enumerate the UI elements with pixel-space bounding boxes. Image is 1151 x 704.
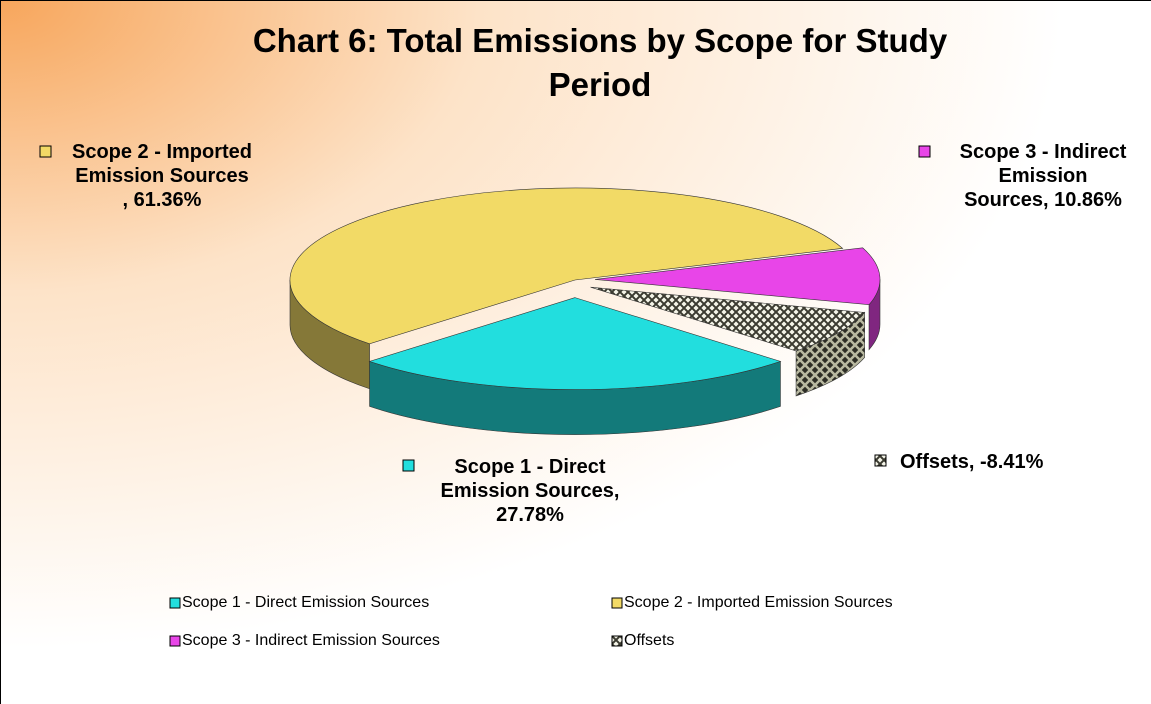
data-label-marker (874, 454, 887, 467)
slice (368, 297, 782, 390)
data-label-marker (918, 145, 931, 158)
data-label: Offsets, -8.41% (900, 451, 1044, 473)
legend-marker (169, 597, 181, 609)
slice (594, 247, 881, 306)
data-label: Scope 2 - Imported Emission Sources , 61… (71, 141, 253, 211)
legend-label: Offsets (624, 632, 674, 649)
legend-label: Scope 3 - Indirect Emission Sources (182, 632, 440, 649)
legend-label: Scope 1 - Direct Emission Sources (182, 594, 429, 611)
slice (289, 187, 844, 345)
legend-marker (611, 635, 623, 647)
slice (590, 286, 866, 352)
data-label: Scope 3 - Indirect Emission Sources, 10.… (959, 141, 1127, 211)
data-label-marker (402, 459, 415, 472)
legend-label: Scope 2 - Imported Emission Sources (624, 594, 893, 611)
data-label-marker (39, 145, 52, 158)
chart-title: Chart 6: Total Emissions by Scope for St… (253, 22, 948, 103)
legend-marker (611, 597, 623, 609)
legend-marker (169, 635, 181, 647)
data-label: Scope 1 - Direct Emission Sources, 27.78… (440, 456, 620, 526)
